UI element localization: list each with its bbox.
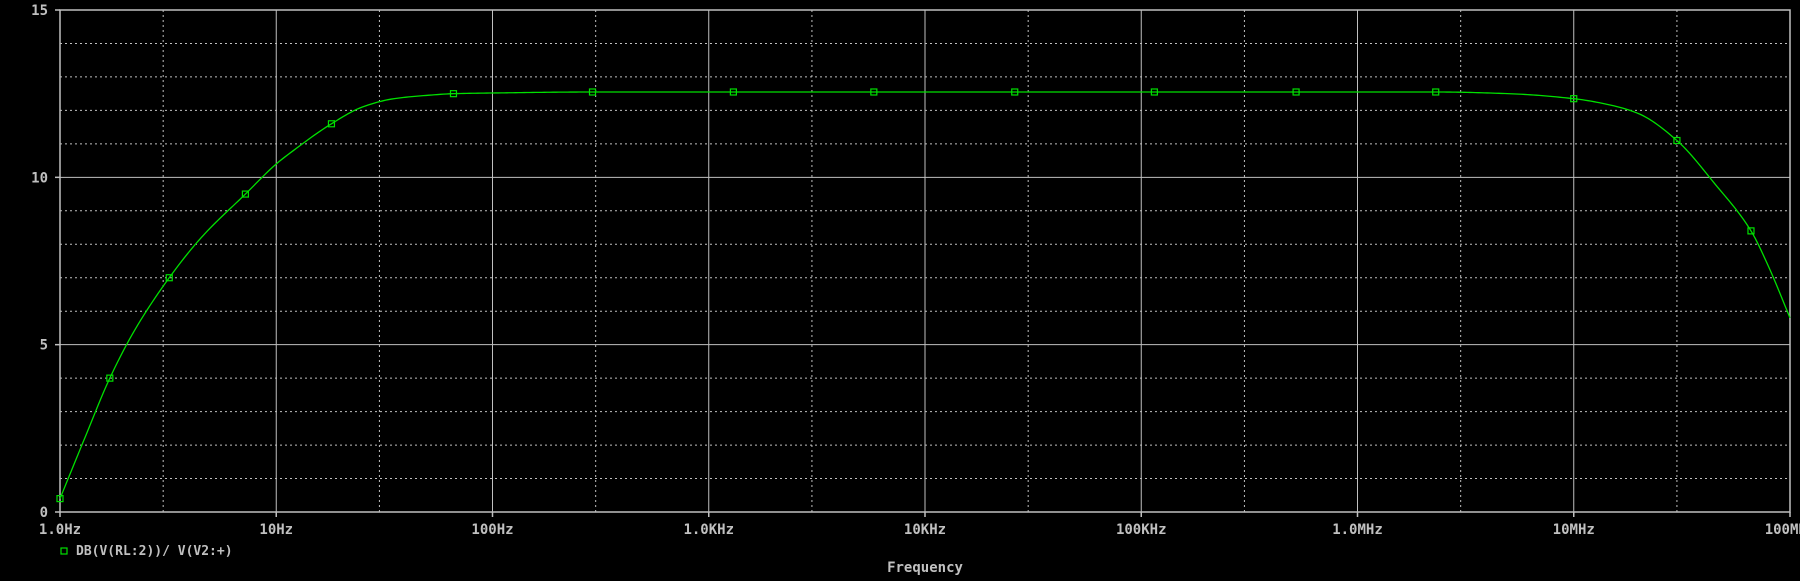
y-tick-label: 0 — [40, 505, 48, 521]
data-point-marker — [165, 274, 173, 282]
data-point-marker — [588, 88, 597, 96]
data-point-marker — [1570, 95, 1578, 103]
trace-layer — [56, 88, 1791, 503]
x-axis-ticks: 1.0Hz 10Hz 100Hz 1.0KHz 10KHz 100KHz 1.0MHz 10M… — [39, 512, 1800, 538]
data-point-marker — [870, 88, 878, 96]
y-tick-label: 5 — [40, 338, 48, 354]
x-tick-label: 10KHz — [904, 522, 946, 538]
data-point-marker — [241, 190, 249, 198]
grid-layer — [60, 10, 1790, 512]
data-point-marker — [1150, 88, 1158, 96]
data-point-marker — [1011, 88, 1019, 96]
data-point-marker — [1432, 88, 1440, 96]
y-tick-label: 10 — [31, 170, 48, 186]
y-axis-ticks: 0 5 10 15 — [31, 3, 60, 521]
x-tick-label: 100Hz — [471, 522, 513, 538]
y-tick-label: 15 — [31, 3, 48, 19]
series-line — [59, 91, 1791, 499]
data-point-marker — [1747, 227, 1755, 235]
x-tick-label: 1.0KHz — [683, 522, 734, 538]
data-point-marker — [1292, 88, 1300, 96]
legend-marker — [60, 547, 68, 555]
data-point-marker — [106, 374, 114, 382]
data-point-marker — [729, 88, 737, 96]
data-point-marker — [1673, 136, 1681, 145]
x-tick-label: 1.0Hz — [39, 522, 81, 538]
x-tick-label: 100MHz — [1765, 522, 1800, 538]
legend-label: DB(V(RL:2))/ V(V2:+) — [76, 544, 233, 559]
x-tick-label: 10MHz — [1553, 522, 1595, 538]
data-point-marker — [327, 120, 336, 128]
x-tick-label: 100KHz — [1116, 522, 1167, 538]
data-point-marker — [449, 90, 458, 98]
x-tick-label: 1.0MHz — [1332, 522, 1383, 538]
x-tick-label: 10Hz — [259, 522, 293, 538]
data-point-marker — [56, 495, 64, 503]
legend: DB(V(RL:2))/ V(V2:+) — [60, 544, 233, 559]
x-axis-title: Frequency — [887, 560, 963, 576]
